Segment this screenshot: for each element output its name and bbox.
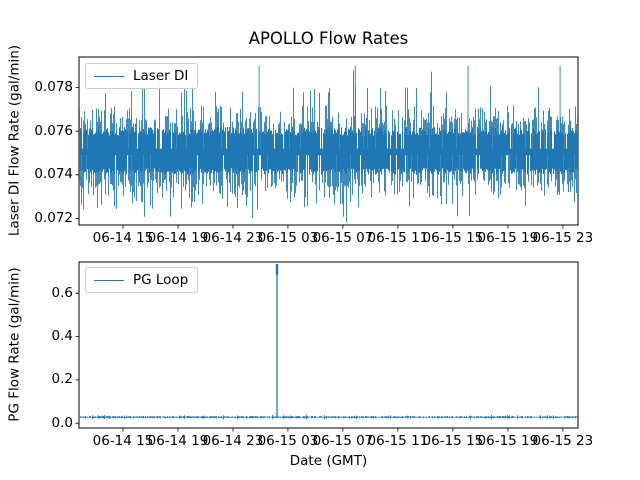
x-tick-label: 06-15 03: [257, 230, 319, 246]
legend-label-pg-loop: PG Loop: [133, 272, 189, 288]
y-tick-label: 0.072: [34, 209, 73, 226]
x-tick-label: 06-15 07: [312, 230, 374, 246]
y-tick-label: 0.0: [51, 414, 73, 431]
x-tick-label: 06-15 19: [477, 433, 539, 449]
y-tick-label: 0.2: [51, 371, 73, 388]
y-tick-label: 0.4: [51, 328, 73, 345]
x-tick-label: 06-15 11: [367, 433, 429, 449]
legend-line-sample-icon: [94, 279, 124, 281]
x-tick-label: 06-14 15: [92, 433, 154, 449]
legend-pg-loop: PG Loop: [85, 267, 199, 293]
axes-spines: [78, 261, 579, 429]
x-tick-label: 06-15 11: [367, 230, 429, 246]
legend-laser-di: Laser DI: [85, 63, 199, 89]
legend-label-laser-di: Laser DI: [133, 68, 189, 84]
x-tick-label: 06-14 23: [202, 230, 264, 246]
y-tick-label: 0.076: [34, 122, 73, 139]
x-tick-label: 06-15 03: [257, 433, 319, 449]
x-tick-label: 06-14 23: [202, 433, 264, 449]
x-tick-label: 06-15 19: [477, 230, 539, 246]
y-tick-label: 0.078: [34, 79, 73, 96]
x-tick-label: 06-15 15: [422, 230, 484, 246]
chart-title: APOLLO Flow Rates: [248, 29, 409, 48]
legend-line-sample-icon: [94, 75, 124, 77]
x-tick-label: 06-14 19: [147, 433, 209, 449]
x-tick-label: 06-15 15: [422, 433, 484, 449]
x-tick-label: 06-15 23: [532, 230, 594, 246]
x-tick-label: 06-15 23: [532, 433, 594, 449]
x-tick-label: 06-15 07: [312, 433, 374, 449]
y-tick-label: 0.074: [34, 166, 73, 183]
y-tick-label: 0.6: [51, 284, 73, 301]
x-axis-label: Date (GMT): [289, 453, 368, 469]
x-tick-label: 06-14 19: [147, 230, 209, 246]
x-tick-label: 06-14 15: [92, 230, 154, 246]
